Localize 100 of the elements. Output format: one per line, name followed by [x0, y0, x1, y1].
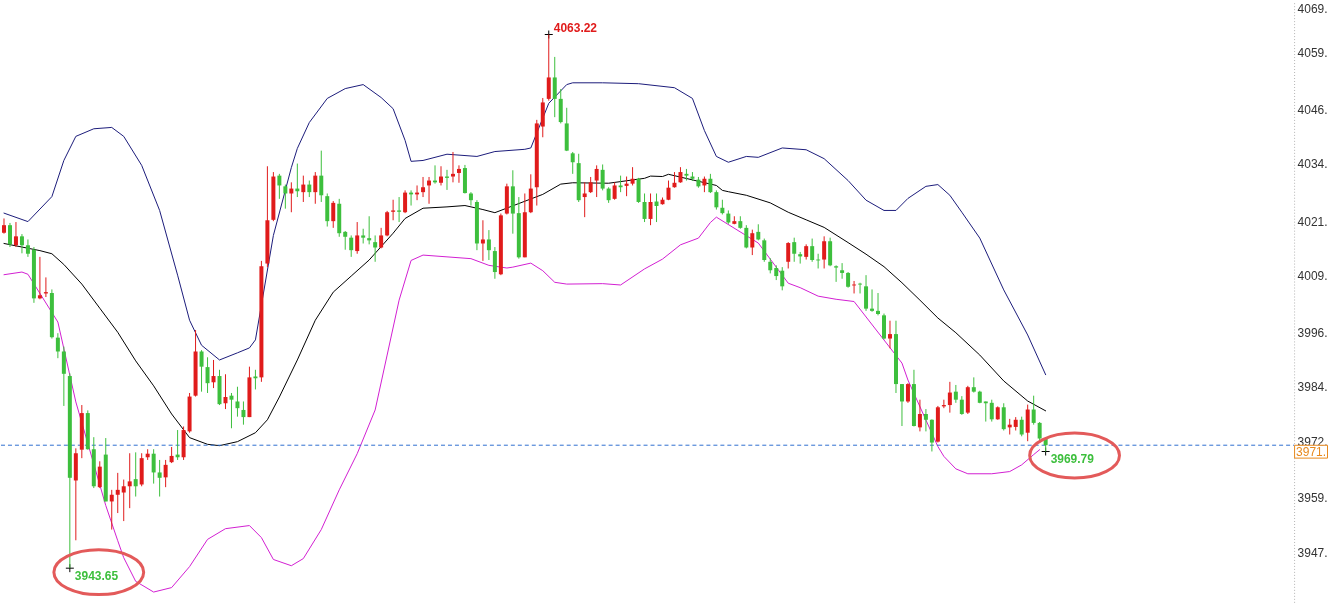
candlestick — [7, 222, 12, 248]
y-tick-label: 3959. — [1297, 491, 1328, 506]
candlestick — [480, 219, 485, 262]
candlestick — [600, 163, 605, 191]
candlestick — [780, 266, 785, 291]
candlestick — [642, 192, 647, 223]
ref-line-label: 3971. — [1296, 444, 1327, 459]
y-tick-label: 4021. — [1297, 214, 1328, 229]
candlestick — [486, 229, 491, 261]
candlestick — [648, 192, 653, 226]
candlestick — [151, 448, 156, 485]
candlestick — [319, 150, 324, 203]
candlestick — [283, 184, 288, 210]
candlestick — [421, 176, 426, 198]
candlestick — [1025, 404, 1030, 442]
candlestick — [786, 241, 791, 269]
candlestick — [570, 151, 575, 175]
candlestick — [439, 165, 443, 186]
y-tick-label: 4034. — [1297, 157, 1328, 172]
candlestick — [630, 166, 635, 186]
line-series — [3, 82, 1047, 376]
candlestick — [241, 400, 246, 426]
candlestick — [205, 356, 210, 394]
candlestick — [37, 256, 42, 300]
candlestick — [403, 189, 408, 214]
candlestick — [1031, 395, 1036, 426]
candlestick — [253, 369, 258, 390]
candlestick — [899, 383, 904, 427]
data-label: 3969.79 — [1050, 452, 1095, 467]
candlestick — [2, 217, 6, 235]
y-tick-label: 4046. — [1297, 103, 1328, 118]
candlestick — [923, 408, 928, 432]
candlestick — [343, 230, 348, 251]
candlestick — [157, 459, 162, 498]
candlestick — [301, 175, 306, 203]
y-tick-label: 4009. — [1297, 268, 1328, 283]
candlestick — [229, 392, 234, 429]
candlestick — [876, 292, 881, 316]
candlestick — [1019, 416, 1024, 437]
line-series — [3, 216, 1041, 593]
candlestick — [450, 151, 455, 183]
candlestick — [313, 171, 318, 205]
candlestick — [492, 246, 497, 280]
candlestick — [349, 234, 354, 258]
candlestick — [13, 221, 18, 248]
candlestick — [917, 399, 922, 432]
candlestick — [397, 196, 402, 223]
candlestick — [989, 399, 994, 423]
candlestick — [558, 88, 563, 124]
y-tick-label: 3984. — [1297, 379, 1328, 394]
candlestick — [636, 177, 641, 204]
candlestick — [947, 381, 952, 414]
candlestick — [61, 346, 66, 407]
y-tick-label: 4069. — [1297, 2, 1328, 17]
candlestick — [882, 313, 886, 340]
candlestick — [223, 373, 228, 410]
candlestick — [468, 191, 473, 207]
candlestick — [97, 460, 102, 489]
candlestick — [822, 235, 827, 269]
candlestick — [594, 164, 599, 198]
candlestick — [708, 173, 713, 194]
candlestick — [127, 452, 132, 509]
candlestick — [810, 238, 815, 263]
candlestick — [714, 189, 719, 211]
candlestick — [1001, 402, 1006, 431]
candlestick — [983, 400, 988, 423]
candlestick — [211, 359, 216, 389]
candlestick — [379, 227, 384, 249]
line-series — [3, 173, 1047, 447]
candlestick — [888, 320, 892, 349]
candlestick — [528, 173, 533, 214]
candlestick — [391, 199, 396, 221]
candlestick — [163, 459, 168, 488]
candlestick — [133, 451, 138, 498]
candlestick — [25, 238, 30, 258]
data-label: 4063.22 — [553, 20, 598, 35]
candlestick — [121, 479, 126, 522]
candlestick — [115, 472, 120, 514]
candlestick — [55, 332, 60, 359]
candlestick — [762, 238, 767, 263]
candlestick — [355, 221, 360, 255]
candlestick — [199, 349, 204, 393]
candlestick — [858, 282, 863, 294]
candlestick — [582, 181, 587, 218]
candlestick — [373, 234, 378, 263]
candlestick — [905, 382, 910, 404]
candlestick — [552, 56, 557, 118]
candlestick — [277, 173, 282, 200]
candlestick — [959, 395, 964, 416]
candlestick — [331, 200, 336, 229]
candlestick — [19, 233, 24, 254]
candlestick — [235, 386, 240, 418]
y-tick-label: 4059. — [1297, 45, 1328, 60]
y-tick-label: 3947. — [1297, 545, 1328, 560]
candlestick — [385, 210, 390, 237]
candlestick — [834, 264, 839, 283]
candlestick — [792, 237, 797, 263]
y-tick-label: 3996. — [1297, 326, 1328, 341]
candlestick — [744, 224, 749, 249]
candlestick — [929, 418, 934, 452]
